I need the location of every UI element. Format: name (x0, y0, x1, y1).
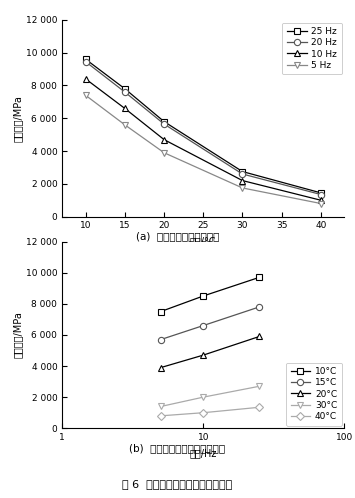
10 Hz (162, 136, 166, 142)
15°C (201, 323, 205, 329)
5 Hz (162, 150, 166, 156)
25 Hz (123, 86, 127, 92)
25 Hz (162, 119, 166, 124)
20°C (201, 352, 205, 358)
30°C (159, 403, 163, 409)
5 Hz (83, 92, 88, 98)
25 Hz (240, 168, 245, 174)
Y-axis label: 动态模量/MPa: 动态模量/MPa (13, 311, 23, 359)
20 Hz (319, 192, 323, 198)
5 Hz (123, 122, 127, 128)
Line: 25 Hz: 25 Hz (82, 56, 324, 196)
10°C (159, 309, 163, 315)
40°C (159, 413, 163, 419)
5 Hz (319, 201, 323, 207)
Line: 20 Hz: 20 Hz (82, 59, 324, 198)
25 Hz (83, 56, 88, 62)
Line: 10°C: 10°C (158, 274, 262, 315)
20°C (159, 365, 163, 371)
Line: 5 Hz: 5 Hz (82, 92, 324, 207)
10 Hz (83, 76, 88, 82)
20°C (257, 334, 262, 340)
10 Hz (319, 197, 323, 203)
25 Hz (319, 190, 323, 196)
Line: 20°C: 20°C (158, 333, 262, 371)
10 Hz (240, 178, 245, 184)
30°C (201, 394, 205, 400)
Y-axis label: 动态模量/MPa: 动态模量/MPa (13, 95, 23, 142)
40°C (201, 410, 205, 416)
15°C (159, 337, 163, 343)
Text: (a)  动态模量随温度的变化: (a) 动态模量随温度的变化 (136, 232, 219, 242)
Text: (b)  动态模量随荷载频率的变化: (b) 动态模量随荷载频率的变化 (130, 443, 225, 453)
Line: 40°C: 40°C (158, 404, 262, 419)
Line: 30°C: 30°C (158, 383, 262, 410)
20 Hz (83, 59, 88, 65)
Text: 图 6  圆柱体试件单轴压缩动态模量: 图 6 圆柱体试件单轴压缩动态模量 (122, 479, 233, 489)
X-axis label: 温度/°C: 温度/°C (190, 236, 217, 246)
Legend: 25 Hz, 20 Hz, 10 Hz, 5 Hz: 25 Hz, 20 Hz, 10 Hz, 5 Hz (282, 22, 342, 74)
10 Hz (123, 106, 127, 112)
20 Hz (123, 89, 127, 95)
15°C (257, 304, 262, 310)
Legend: 10°C, 15°C, 20°C, 30°C, 40°C: 10°C, 15°C, 20°C, 30°C, 40°C (286, 363, 342, 426)
10°C (257, 274, 262, 280)
Line: 10 Hz: 10 Hz (82, 76, 324, 203)
40°C (257, 404, 262, 410)
20 Hz (162, 121, 166, 127)
30°C (257, 383, 262, 389)
Line: 15°C: 15°C (158, 304, 262, 343)
20 Hz (240, 171, 245, 177)
10°C (201, 293, 205, 299)
5 Hz (240, 185, 245, 191)
X-axis label: 频率/Hz: 频率/Hz (190, 448, 217, 458)
